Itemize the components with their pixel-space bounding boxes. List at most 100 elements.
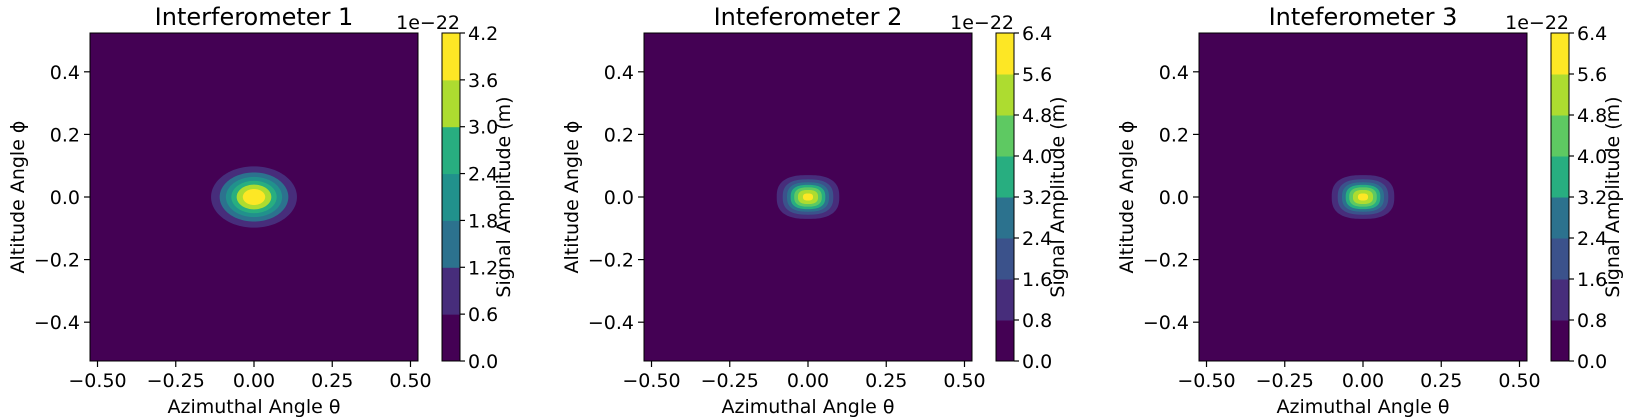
x-tick-label: 0.25 [311, 370, 353, 392]
colorbar-tick-label: 0.8 [1577, 310, 1607, 332]
x-tick-label: 0.00 [233, 370, 275, 392]
y-tick-label: −0.2 [1143, 250, 1189, 272]
colorbar-band [1551, 115, 1569, 157]
x-tick-label: 0.50 [1498, 370, 1540, 392]
colorbar-offset-text: 1e−22 [950, 12, 1014, 34]
panel-1: −0.50 −0.25 0.00 0.25 0.50 −0.4 −0.2 0.0 0.2 0.4 I… [7, 3, 515, 418]
y-tick-label: −0.4 [1143, 312, 1189, 334]
y-axis-label: Altitude Angle ϕ [7, 121, 29, 274]
colorbar: 0.0 0.8 1.6 2.4 3.2 4.0 4.8 5.6 6.4 1e−22 Signal A… [950, 12, 1069, 373]
colorbar-band [1551, 156, 1569, 198]
panel-3: −0.50 −0.25 0.00 0.25 0.50 −0.4 −0.2 0.0 0.2 0.4 I… [1116, 3, 1624, 418]
colorbar-band [996, 197, 1014, 239]
colorbar-tick-label: 0.6 [468, 304, 498, 326]
x-tick-label: −0.50 [622, 370, 680, 392]
colorbar-tick-label: 0.0 [468, 351, 498, 373]
colorbar-tick-label: 2.4 [1577, 228, 1607, 250]
colorbar-band [442, 267, 460, 315]
panel-title: Inteferometer 3 [1269, 3, 1458, 31]
colorbar-tick-label: 4.0 [1022, 146, 1052, 168]
colorbar-band [442, 314, 460, 362]
colorbar-band [1551, 33, 1569, 75]
colorbar-tick-label: 2.4 [1022, 228, 1052, 250]
y-tick-label: −0.2 [588, 250, 634, 272]
colorbar-tick-label: 0.0 [1577, 351, 1607, 373]
x-tick-label: 0.00 [787, 370, 829, 392]
x-tick-label: −0.50 [1177, 370, 1235, 392]
contour-band-7 [802, 193, 814, 201]
y-tick-label: 0.4 [1159, 62, 1189, 84]
colorbar-tick-label: 0.0 [1022, 351, 1052, 373]
x-tick-label: −0.50 [68, 370, 126, 392]
colorbar-band [442, 79, 460, 128]
contour-plot [644, 33, 972, 361]
y-tick-label: −0.4 [588, 312, 634, 334]
colorbar-band [996, 238, 1014, 280]
x-tick-label: −0.25 [147, 370, 205, 392]
colorbar-band [1551, 279, 1569, 321]
contour-plot [90, 33, 418, 361]
colorbar-band [996, 156, 1014, 198]
colorbar: 0.0 0.6 1.2 1.8 2.4 3.0 3.6 4.2 1e−22 Signal Ampl… [396, 12, 515, 373]
colorbar-tick-label: 3.2 [1577, 187, 1607, 209]
colorbar-label: Signal Amplitude (m) [1602, 96, 1624, 297]
colorbar-band [442, 126, 460, 175]
y-tick-label: 0.2 [50, 124, 80, 146]
colorbar-tick-label: 3.6 [468, 70, 498, 92]
y-tick-label: −0.4 [34, 312, 80, 334]
colorbar-tick-label: 1.2 [468, 257, 498, 279]
x-tick-label: −0.25 [701, 370, 759, 392]
x-axis-label: Azimuthal Angle θ [1277, 396, 1450, 418]
colorbar-tick-label: 1.6 [1577, 269, 1607, 291]
y-tick-label: 0.0 [604, 187, 634, 209]
colorbar-band [996, 115, 1014, 157]
colorbar-tick-label: 6.4 [1577, 23, 1607, 45]
colorbar-tick-label: 1.8 [468, 210, 498, 232]
y-axis-label: Altitude Angle ϕ [561, 121, 583, 274]
colorbar-tick-label: 4.8 [1022, 105, 1052, 127]
x-tick-label: 0.50 [943, 370, 985, 392]
colorbar-tick-label: 2.4 [468, 164, 498, 186]
y-tick-label: 0.4 [604, 62, 634, 84]
colorbar: 0.0 0.8 1.6 2.4 3.2 4.0 4.8 5.6 6.4 1e−22 Signal A… [1505, 12, 1624, 373]
x-tick-label: 0.25 [1420, 370, 1462, 392]
y-axis-label: Altitude Angle ϕ [1116, 121, 1138, 274]
x-axis-label: Azimuthal Angle θ [722, 396, 895, 418]
colorbar-band [996, 279, 1014, 321]
colorbar-tick-label: 3.2 [1022, 187, 1052, 209]
contour-band-7 [1357, 193, 1369, 201]
x-axis-label: Azimuthal Angle θ [168, 396, 341, 418]
x-tick-label: 0.25 [865, 370, 907, 392]
colorbar-label: Signal Amplitude (m) [493, 96, 515, 297]
x-tick-label: −0.25 [1256, 370, 1314, 392]
colorbar-offset-text: 1e−22 [396, 12, 460, 34]
colorbar-band [1551, 320, 1569, 362]
colorbar-band [996, 320, 1014, 362]
colorbar-band [442, 33, 460, 81]
contour-band-6 [242, 189, 266, 205]
colorbar-band [996, 33, 1014, 75]
x-tick-label: 0.50 [389, 370, 431, 392]
colorbar-label: Signal Amplitude (m) [1047, 96, 1069, 297]
y-tick-label: 0.0 [50, 187, 80, 209]
y-tick-label: −0.2 [34, 250, 80, 272]
colorbar-tick-label: 5.6 [1577, 64, 1607, 86]
x-tick-label: 0.00 [1342, 370, 1384, 392]
colorbar-band [996, 74, 1014, 116]
y-tick-label: 0.2 [1159, 124, 1189, 146]
colorbar-tick-label: 4.2 [468, 23, 498, 45]
colorbar-frame [441, 32, 461, 362]
panel-2: −0.50 −0.25 0.00 0.25 0.50 −0.4 −0.2 0.0 0.2 0.4 I… [561, 3, 1069, 418]
colorbar-band [442, 173, 460, 221]
colorbar-tick-label: 3.0 [468, 117, 498, 139]
y-tick-label: 0.0 [1159, 187, 1189, 209]
colorbar-band [1551, 238, 1569, 280]
panel-title: Interferometer 1 [155, 3, 354, 31]
colorbar-tick-label: 1.6 [1022, 269, 1052, 291]
colorbar-tick-label: 5.6 [1022, 64, 1052, 86]
colorbar-offset-text: 1e−22 [1505, 12, 1569, 34]
colorbar-tick-label: 4.0 [1577, 146, 1607, 168]
colorbar-tick-label: 4.8 [1577, 105, 1607, 127]
y-tick-label: 0.4 [50, 62, 80, 84]
